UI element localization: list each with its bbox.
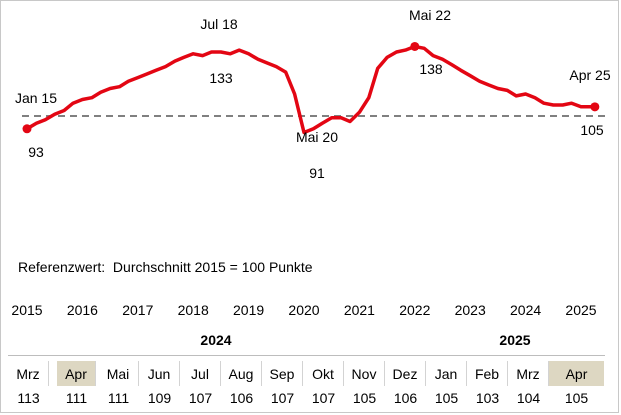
table-value-cell: 104	[516, 390, 541, 406]
table-month-label: Dez	[385, 361, 426, 386]
table-month-label: Apr	[57, 361, 96, 386]
table-year-2025: 2025	[499, 332, 531, 348]
annotation-date-label: Mai 22	[409, 7, 451, 23]
table-value-cell: 111	[65, 390, 88, 406]
table-value-cell: 105	[564, 390, 589, 406]
table-value-cell: 107	[270, 390, 295, 406]
x-tick-label: 2022	[399, 302, 431, 318]
table-month-label: Mrz	[508, 361, 549, 386]
table-month-label: Nov	[344, 361, 385, 386]
series-point-marker	[410, 41, 420, 51]
annotation-value-label: 138	[419, 61, 443, 77]
table-month-label: Mai	[98, 361, 139, 386]
table-month-label: Jun	[139, 361, 180, 386]
table-month-label: Sep	[262, 361, 303, 386]
annotation-value-label: 93	[28, 144, 44, 160]
table-month-label: Mrz	[8, 361, 49, 386]
table-value-cell: 106	[393, 390, 418, 406]
x-tick-label: 2025	[565, 302, 597, 318]
table-month-label: Okt	[303, 361, 344, 386]
table-month-label: Apr	[549, 361, 604, 386]
x-tick-label: 2017	[122, 302, 154, 318]
table-month-label: Feb	[467, 361, 508, 386]
table-month-label: Jan	[426, 361, 467, 386]
x-axis-year-labels: 2015 2016 2017 2018 2019 2020 2021 2022 2023 2024…	[0, 302, 621, 322]
annotation-value-label: 133	[209, 70, 233, 86]
reference-note: Referenzwert: Durchschnitt 2015 = 100 Pu…	[18, 259, 313, 275]
x-tick-label: 2024	[510, 302, 542, 318]
table-value-cell: 113	[17, 390, 40, 406]
table-value-cell: 109	[147, 390, 172, 406]
line-chart: Jan 15 93 Jul 18 133 Mai 20 91 Mai 22 138 Apr 25…	[15, 7, 611, 181]
table-value-cell: 105	[352, 390, 377, 406]
table-top-divider	[8, 355, 605, 356]
annotation-date-label: Mai 20	[296, 129, 338, 145]
x-tick-label: 2018	[177, 302, 209, 318]
table-month-label: Jul	[180, 361, 221, 386]
annotation-value-label: 105	[580, 122, 604, 138]
x-tick-label: 2015	[11, 302, 43, 318]
table-value-cell: 106	[229, 390, 254, 406]
x-tick-label: 2020	[288, 302, 320, 318]
index-series-line	[25, 44, 597, 135]
table-value-cell: 111	[107, 390, 130, 406]
x-tick-label: 2016	[66, 302, 98, 318]
x-tick-label: 2021	[343, 302, 375, 318]
series-point-marker	[590, 102, 600, 112]
x-tick-label: 2019	[233, 302, 265, 318]
table-value-cell: 103	[475, 390, 500, 406]
table-value-cell: 105	[434, 390, 459, 406]
table-month-label: Aug	[221, 361, 262, 386]
annotation-date-label: Jan 15	[15, 90, 57, 106]
table-value-cell: 107	[188, 390, 213, 406]
table-year-2024: 2024	[200, 332, 232, 348]
annotation-date-label: Apr 25	[569, 67, 610, 83]
table-value-cell: 107	[311, 390, 336, 406]
series-point-marker	[22, 124, 32, 134]
annotation-date-label: Jul 18	[200, 16, 238, 32]
annotation-value-label: 91	[309, 165, 325, 181]
x-tick-label: 2023	[454, 302, 486, 318]
